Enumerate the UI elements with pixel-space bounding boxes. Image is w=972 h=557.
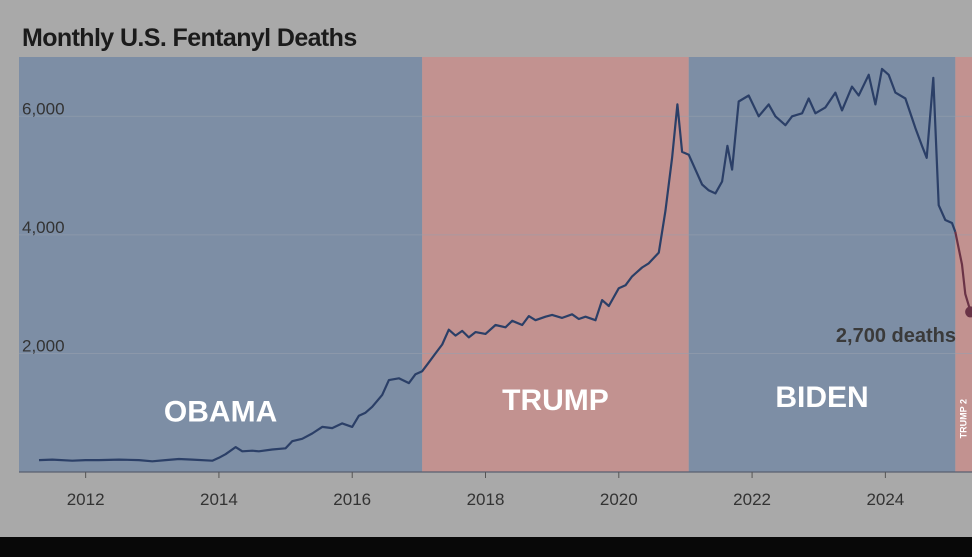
series-line (38, 67, 972, 463)
era-band-biden (688, 57, 956, 472)
era-label-trump: TRUMP (502, 384, 609, 417)
line-chart: 2,000 4,000 6,000 2012 2014 2016 2018 2020 2022… (19, 57, 972, 509)
era-bands (19, 57, 972, 472)
endpoint-marker (965, 306, 972, 318)
series-line-main (38, 67, 957, 463)
era-label-trump-2: TRUMP 2 (959, 399, 969, 438)
bottom-bar (0, 537, 972, 557)
y-axis-ticks: 2,000 4,000 6,000 (22, 99, 65, 355)
x-tick-label: 2024 (866, 490, 904, 509)
x-tick-label: 2022 (733, 490, 771, 509)
chart-title: Monthly U.S. Fentanyl Deaths (22, 24, 357, 52)
y-tick-label: 6,000 (22, 99, 65, 118)
era-band-trump (422, 57, 689, 472)
y-tick-label: 2,000 (22, 336, 65, 355)
era-labels: OBAMA TRUMP BIDEN TRUMP 2 (164, 381, 969, 439)
x-tick-label: 2020 (600, 490, 638, 509)
annotation-layer: 2,700 deaths (836, 306, 972, 347)
era-band-trump-2 (955, 57, 972, 472)
era-label-biden: BIDEN (775, 381, 868, 414)
annotation-label: 2,700 deaths (836, 325, 956, 347)
x-tick-label: 2018 (467, 490, 505, 509)
series-line-trump2 (954, 231, 972, 313)
x-tick-label: 2014 (200, 490, 238, 509)
x-tick-label: 2016 (333, 490, 371, 509)
y-tick-label: 4,000 (22, 218, 65, 237)
era-label-obama: OBAMA (164, 396, 277, 429)
x-tick-label: 2012 (67, 490, 105, 509)
grid-lines (19, 115, 972, 473)
era-band-obama (19, 57, 423, 472)
x-axis-ticks: 2012 2014 2016 2018 2020 2022 2024 (67, 472, 904, 509)
